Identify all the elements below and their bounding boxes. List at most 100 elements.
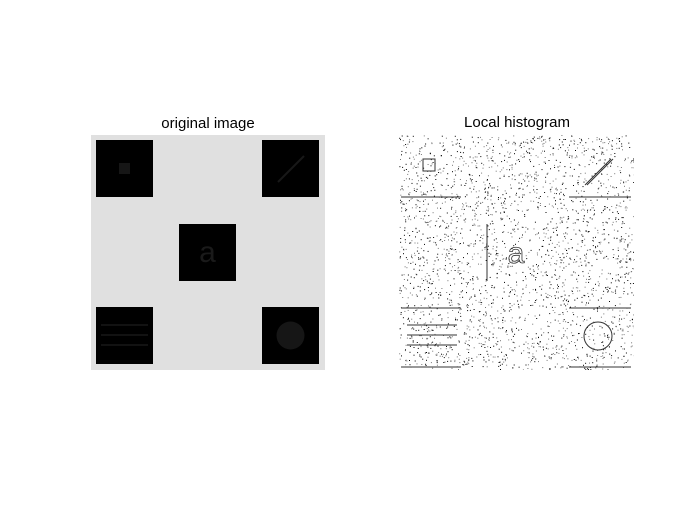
noise-speck	[451, 197, 453, 199]
noise-speck	[503, 258, 505, 260]
noise-speck	[434, 345, 436, 347]
noise-speck	[486, 209, 488, 211]
noise-speck	[558, 330, 560, 332]
noise-speck	[551, 353, 553, 355]
noise-speck	[585, 263, 587, 265]
noise-speck	[525, 226, 527, 228]
noise-speck	[591, 202, 593, 204]
noise-speck	[618, 205, 620, 207]
noise-speck	[429, 221, 431, 223]
noise-speck	[411, 207, 413, 209]
noise-speck	[436, 360, 438, 362]
noise-speck	[509, 306, 511, 308]
noise-speck	[474, 215, 476, 217]
noise-speck	[566, 252, 568, 254]
noise-speck	[559, 266, 561, 268]
noise-speck	[565, 305, 567, 307]
noise-speck	[506, 257, 507, 259]
noise-speck	[404, 229, 406, 231]
noise-speck	[468, 173, 470, 175]
noise-speck	[584, 209, 585, 211]
noise-speck	[449, 293, 451, 295]
noise-speck	[429, 226, 431, 228]
noise-speck	[415, 191, 417, 192]
noise-speck	[578, 192, 580, 194]
noise-speck	[412, 167, 414, 169]
noise-speck	[460, 184, 462, 186]
noise-speck	[418, 153, 420, 155]
noise-speck	[494, 318, 496, 320]
noise-speck	[491, 286, 493, 288]
noise-speck	[518, 188, 520, 190]
noise-speck	[627, 179, 629, 181]
noise-speck	[511, 317, 513, 319]
noise-speck	[422, 358, 424, 360]
noise-speck	[558, 314, 560, 316]
noise-speck	[601, 269, 603, 271]
noise-speck	[442, 142, 444, 144]
noise-speck	[465, 163, 467, 165]
noise-speck	[474, 212, 476, 214]
noise-speck	[488, 359, 490, 361]
noise-speck	[466, 205, 468, 207]
noise-speck	[546, 343, 548, 345]
noise-speck	[603, 305, 605, 307]
noise-speck	[624, 342, 626, 344]
noise-speck	[632, 268, 634, 270]
noise-speck	[588, 164, 590, 166]
noise-speck	[460, 232, 462, 234]
noise-speck	[528, 148, 530, 150]
noise-speck	[416, 205, 418, 207]
noise-speck	[417, 163, 419, 165]
noise-speck	[529, 292, 531, 294]
noise-speck	[417, 352, 419, 354]
noise-speck	[591, 265, 593, 267]
noise-speck	[563, 257, 565, 259]
noise-speck	[565, 188, 567, 190]
noise-speck	[487, 206, 489, 208]
noise-speck	[596, 358, 598, 360]
noise-speck	[521, 183, 523, 185]
noise-speck	[554, 164, 555, 166]
noise-speck	[432, 367, 434, 369]
noise-speck	[485, 307, 486, 308]
noise-speck	[492, 160, 494, 162]
noise-speck	[547, 223, 549, 225]
noise-speck	[547, 249, 548, 251]
noise-speck	[621, 223, 623, 225]
noise-speck	[441, 319, 443, 321]
noise-speck	[527, 266, 529, 268]
noise-speck	[427, 287, 429, 288]
noise-speck	[400, 194, 402, 196]
noise-speck	[623, 248, 625, 250]
noise-speck	[608, 218, 610, 220]
noise-speck	[501, 169, 503, 171]
noise-speck	[438, 279, 440, 281]
noise-speck	[424, 145, 426, 147]
noise-speck	[592, 290, 594, 291]
noise-speck	[489, 331, 491, 333]
local-histogram-image: a	[399, 135, 634, 370]
noise-speck	[609, 273, 611, 275]
noise-speck	[504, 358, 506, 360]
noise-speck	[582, 271, 584, 273]
noise-speck	[571, 155, 573, 157]
noise-speck	[409, 242, 411, 244]
noise-speck	[618, 280, 620, 282]
noise-speck	[472, 157, 474, 159]
noise-speck	[549, 369, 551, 370]
noise-speck	[523, 292, 524, 294]
noise-speck	[463, 208, 465, 210]
noise-speck	[483, 146, 485, 148]
noise-speck	[627, 253, 629, 255]
noise-speck	[498, 269, 500, 270]
noise-speck	[504, 281, 505, 283]
noise-speck	[446, 249, 448, 251]
noise-speck	[423, 314, 425, 316]
noise-speck	[413, 268, 415, 270]
noise-speck	[449, 347, 451, 349]
noise-speck	[413, 347, 415, 348]
noise-speck	[529, 192, 531, 193]
noise-speck	[434, 260, 436, 262]
noise-speck	[595, 246, 596, 248]
